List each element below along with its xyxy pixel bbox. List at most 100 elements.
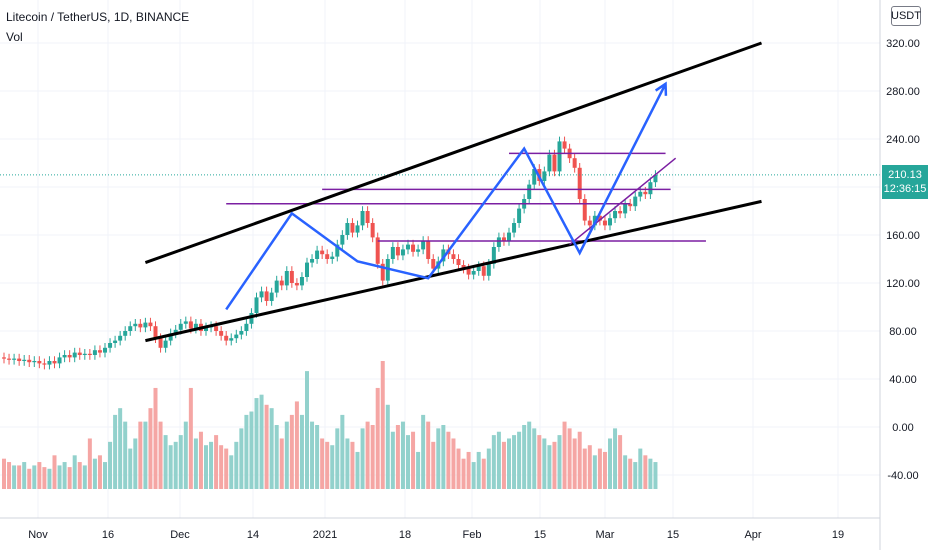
volume-bar: [249, 411, 254, 489]
x-tick-label: 18: [399, 529, 411, 541]
candle-body: [633, 196, 638, 207]
volume-bar: [476, 451, 481, 489]
volume-bar: [628, 458, 633, 489]
volume-bar: [552, 441, 557, 489]
candle-body: [370, 223, 375, 238]
volume-bar: [173, 441, 178, 489]
volume-bar: [264, 404, 269, 489]
volume-bar: [315, 425, 320, 489]
candle-body: [416, 249, 421, 252]
volume-bar: [87, 438, 92, 489]
candle-body: [602, 220, 607, 226]
volume-bar: [602, 451, 607, 489]
volume-bar: [436, 428, 441, 489]
candle-body: [653, 175, 658, 183]
candle-body: [471, 271, 476, 275]
volume-bar: [168, 445, 173, 489]
candle-body: [466, 268, 471, 275]
candle-body: [92, 350, 97, 355]
candle-body: [168, 333, 173, 341]
volume-bar: [456, 448, 461, 489]
candle-body: [360, 211, 365, 226]
volume-bar: [597, 448, 602, 489]
candle-body: [289, 271, 294, 283]
volume-bar: [451, 438, 456, 489]
volume-bar: [279, 438, 284, 489]
candle-body: [178, 323, 183, 330]
volume-bar: [32, 465, 37, 489]
volume-indicator-label[interactable]: Vol: [6, 30, 23, 44]
candle-body: [118, 335, 123, 341]
x-tick-label: 2021: [313, 529, 337, 541]
candle-body: [547, 154, 552, 172]
volume-bar: [153, 387, 158, 489]
currency-button[interactable]: USDT: [891, 6, 921, 26]
support-trend-line: [569, 157, 677, 246]
volume-bar: [522, 425, 527, 489]
volume-bar: [557, 435, 562, 489]
volume-bar: [582, 448, 587, 489]
volume-bar: [128, 448, 133, 489]
volume-bar: [22, 462, 27, 489]
candle-body: [62, 355, 67, 358]
volume-bar: [12, 465, 17, 489]
candle-body: [87, 353, 92, 355]
candle-body: [143, 322, 148, 328]
volume-bar: [330, 445, 335, 489]
candle-body: [57, 357, 62, 364]
symbol-title: Litecoin / TetherUS, 1D, BINANCE: [6, 10, 190, 24]
candle-body: [224, 335, 229, 341]
x-tick-label: 14: [247, 529, 259, 541]
volume-bar: [198, 431, 203, 489]
volume-bar: [118, 408, 123, 489]
candle-body: [77, 352, 82, 355]
candle-body: [108, 343, 113, 348]
candle-body: [193, 323, 198, 329]
volume-bar: [310, 421, 315, 489]
volume-bar: [648, 458, 653, 489]
candle-body: [512, 223, 517, 233]
volume-bar: [501, 441, 506, 489]
volume-bar: [143, 421, 148, 489]
candle-body: [294, 283, 299, 286]
volume-bar: [204, 445, 208, 489]
volume-bar: [441, 425, 446, 489]
volume-bar: [37, 462, 42, 489]
volume-bar: [385, 404, 390, 489]
volume-bar: [269, 408, 274, 489]
volume-bar: [380, 361, 385, 489]
candle-body: [507, 232, 511, 241]
y-tick-label: 80.00: [889, 326, 917, 338]
candle-body: [542, 171, 547, 181]
volume-bar: [188, 387, 193, 489]
candle-body: [562, 141, 567, 149]
candle-body: [173, 329, 178, 334]
candle-body: [350, 223, 355, 233]
volume-bar: [532, 428, 537, 489]
volume-bar: [375, 387, 380, 489]
volume-bar: [431, 441, 436, 489]
candle-body: [491, 247, 496, 264]
candle-body: [380, 263, 385, 281]
y-tick-label: 40.00: [889, 374, 917, 386]
volume-bar: [340, 414, 345, 489]
candle-body: [552, 154, 557, 172]
candle-body: [496, 237, 501, 247]
candle-body: [375, 237, 380, 264]
volume-bar: [133, 438, 138, 489]
candle-body: [128, 326, 133, 331]
y-tick-label: 160.00: [886, 230, 920, 242]
volume-bar: [471, 462, 476, 489]
volume-bar: [613, 428, 618, 489]
volume-bar: [229, 455, 234, 489]
candle-body: [42, 363, 47, 365]
candle-body: [320, 250, 325, 255]
candle-body: [163, 340, 168, 348]
volume-bar: [82, 465, 87, 489]
candle-body: [148, 322, 153, 327]
candle-body: [103, 347, 107, 353]
volume-bar: [27, 468, 32, 489]
candle-body: [451, 254, 456, 259]
volume-bar: [365, 421, 370, 489]
